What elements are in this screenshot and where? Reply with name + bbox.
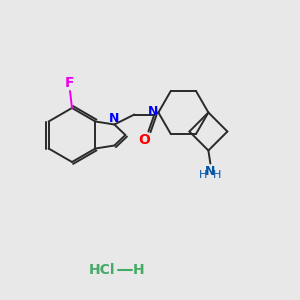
Text: H: H: [133, 263, 145, 277]
Text: N: N: [148, 105, 159, 118]
Text: H: H: [213, 170, 222, 181]
Text: F: F: [64, 76, 74, 90]
Text: HCl: HCl: [89, 263, 115, 277]
Text: N: N: [205, 165, 216, 178]
Text: H: H: [199, 170, 208, 181]
Text: O: O: [138, 133, 150, 146]
Text: N: N: [109, 112, 120, 125]
